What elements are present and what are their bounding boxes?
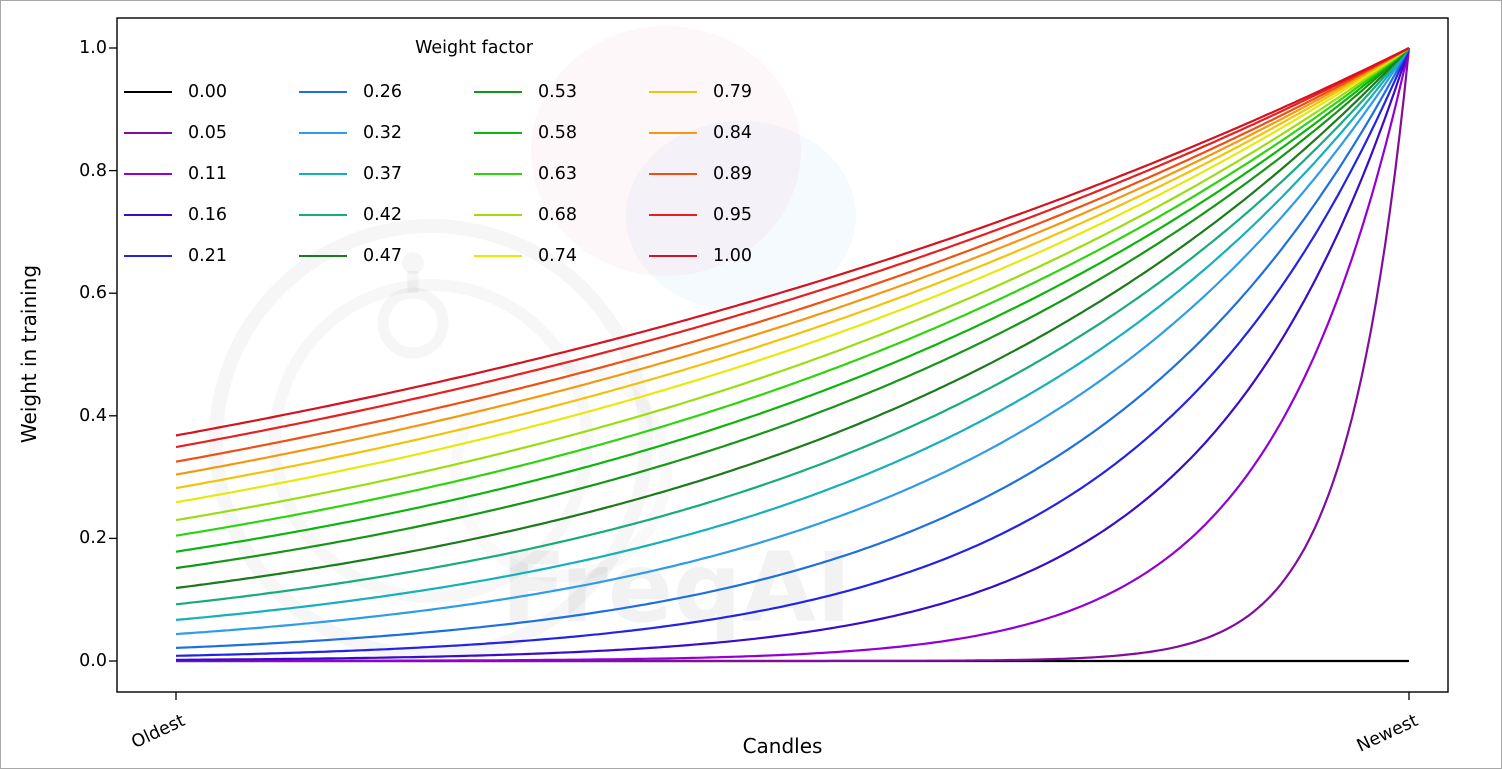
legend-entry: 0.68 — [474, 194, 649, 235]
legend-line-sample — [649, 90, 697, 93]
series-line-0.11 — [176, 47, 1411, 662]
legend-entry-label: 0.68 — [538, 204, 577, 225]
legend-entry-label: 0.63 — [538, 163, 577, 184]
legend-entry: 1.00 — [649, 235, 824, 276]
legend-line-sample — [299, 213, 347, 216]
legend-entry-label: 0.37 — [363, 163, 402, 184]
legend-entry-label: 0.89 — [713, 163, 752, 184]
legend-entry: 0.21 — [124, 235, 299, 276]
legend-entry-label: 0.95 — [713, 204, 752, 225]
legend-entry: 0.37 — [299, 153, 474, 194]
legend-line-sample — [474, 90, 522, 93]
legend-entry: 0.11 — [124, 153, 299, 194]
series-line-0.74 — [175, 47, 1410, 504]
series-line-0.37 — [175, 47, 1410, 621]
legend-entry-label: 1.00 — [713, 245, 752, 266]
series-line-0.79 — [175, 47, 1410, 490]
legend-line-sample — [299, 90, 347, 93]
legend-entry: 0.42 — [299, 194, 474, 235]
legend-entry-label: 0.79 — [713, 81, 752, 102]
legend-entry-label: 0.26 — [363, 81, 402, 102]
legend-line-sample — [124, 172, 172, 175]
legend-entry: 0.84 — [649, 112, 824, 153]
series-line-0.63 — [175, 47, 1410, 537]
watermark-blob-pink — [531, 26, 801, 276]
plot-curves — [175, 47, 1411, 663]
legend-entry-label: 0.47 — [363, 245, 402, 266]
legend-entry-label: 0.74 — [538, 245, 577, 266]
watermark-stopwatch-dial — [383, 293, 443, 353]
series-line-1.00 — [175, 47, 1410, 437]
legend-entry-label: 0.42 — [363, 204, 402, 225]
legend-entry-label: 0.53 — [538, 81, 577, 102]
series-line-0.84 — [175, 47, 1410, 476]
legend-line-sample — [124, 90, 172, 93]
series-line-0.42 — [175, 47, 1410, 606]
series-line-0.68 — [175, 47, 1410, 522]
legend-line-sample — [124, 131, 172, 134]
legend-title: Weight factor — [415, 38, 533, 58]
legend-entry-label: 0.84 — [713, 122, 752, 143]
legend-line-sample — [474, 131, 522, 134]
legend-entry: 0.00 — [124, 71, 299, 112]
legend-line-sample — [649, 254, 697, 257]
series-line-0.21 — [175, 47, 1411, 657]
legend-entry: 0.74 — [474, 235, 649, 276]
legend-entry-label: 0.58 — [538, 122, 577, 143]
legend-entry: 0.05 — [124, 112, 299, 153]
legend-entry: 0.79 — [649, 71, 824, 112]
axes — [109, 17, 1449, 700]
series-line-0.95 — [175, 47, 1410, 449]
legend-line-sample — [649, 172, 697, 175]
legend-entry: 0.89 — [649, 153, 824, 194]
legend-entry-label: 0.11 — [188, 163, 227, 184]
legend-line-sample — [124, 213, 172, 216]
legend-line-sample — [649, 131, 697, 134]
legend-entry: 0.32 — [299, 112, 474, 153]
series-line-0.53 — [175, 47, 1410, 570]
legend: Weight factor 0.00 0.05 0.11 0.16 0.21 0.26 0.… — [124, 31, 824, 276]
legend-line-sample — [474, 172, 522, 175]
series-line-0.89 — [175, 47, 1410, 463]
legend-line-sample — [124, 254, 172, 257]
legend-entry: 0.58 — [474, 112, 649, 153]
legend-entry: 0.47 — [299, 235, 474, 276]
legend-entry-label: 0.21 — [188, 245, 227, 266]
series-line-0.26 — [175, 47, 1410, 649]
legend-line-sample — [474, 254, 522, 257]
legend-line-sample — [299, 254, 347, 257]
legend-entry: 0.95 — [649, 194, 824, 235]
legend-entry-label: 0.05 — [188, 122, 227, 143]
series-line-0.16 — [176, 47, 1411, 661]
watermark-text: FreqAI — [501, 532, 852, 644]
legend-entry: 0.16 — [124, 194, 299, 235]
legend-entry: 0.63 — [474, 153, 649, 194]
legend-entry-label: 0.16 — [188, 204, 227, 225]
legend-entry-label: 0.32 — [363, 122, 402, 143]
legend-line-sample — [299, 172, 347, 175]
legend-grid: 0.00 0.05 0.11 0.16 0.21 0.26 0.32 0.37 0.42 0.47… — [124, 65, 824, 276]
watermark-blob-blue — [626, 121, 856, 311]
legend-line-sample — [649, 213, 697, 216]
legend-entry-label: 0.00 — [188, 81, 227, 102]
legend-line-sample — [299, 131, 347, 134]
series-line-0.32 — [175, 47, 1410, 636]
axes-box — [116, 17, 1449, 693]
legend-entry: 0.53 — [474, 71, 649, 112]
series-line-0.47 — [175, 47, 1410, 590]
legend-entry: 0.26 — [299, 71, 474, 112]
series-line-0.58 — [175, 47, 1410, 553]
legend-line-sample — [474, 213, 522, 216]
